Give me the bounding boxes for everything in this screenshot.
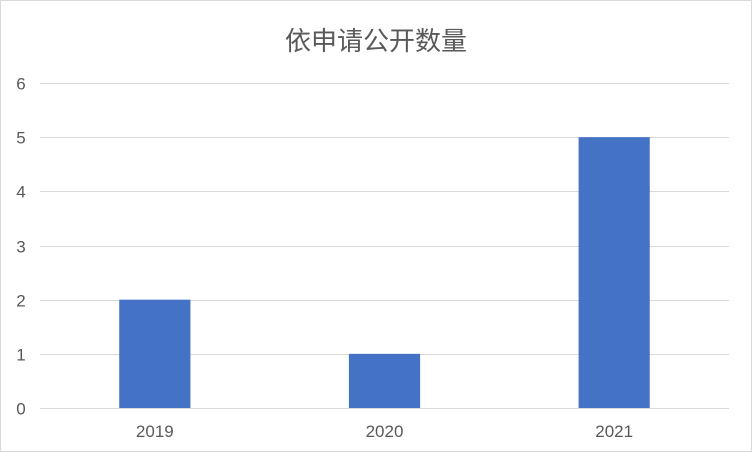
y-tick-label: 6: [16, 75, 25, 94]
y-tick-label: 3: [16, 238, 25, 257]
y-tick-label: 2: [16, 292, 25, 311]
y-tick-label: 5: [16, 129, 25, 148]
bar: [578, 137, 650, 408]
y-tick-label: 4: [16, 183, 25, 202]
y-tick-label: 0: [16, 400, 25, 419]
bar: [348, 353, 421, 408]
bar: [119, 299, 191, 408]
x-tick-label: 2021: [595, 422, 633, 441]
chart-title: 依申请公开数量: [284, 27, 467, 57]
y-tick-label: 1: [16, 346, 25, 365]
x-tick-label: 2020: [366, 422, 404, 441]
x-tick-label: 2019: [136, 422, 174, 441]
